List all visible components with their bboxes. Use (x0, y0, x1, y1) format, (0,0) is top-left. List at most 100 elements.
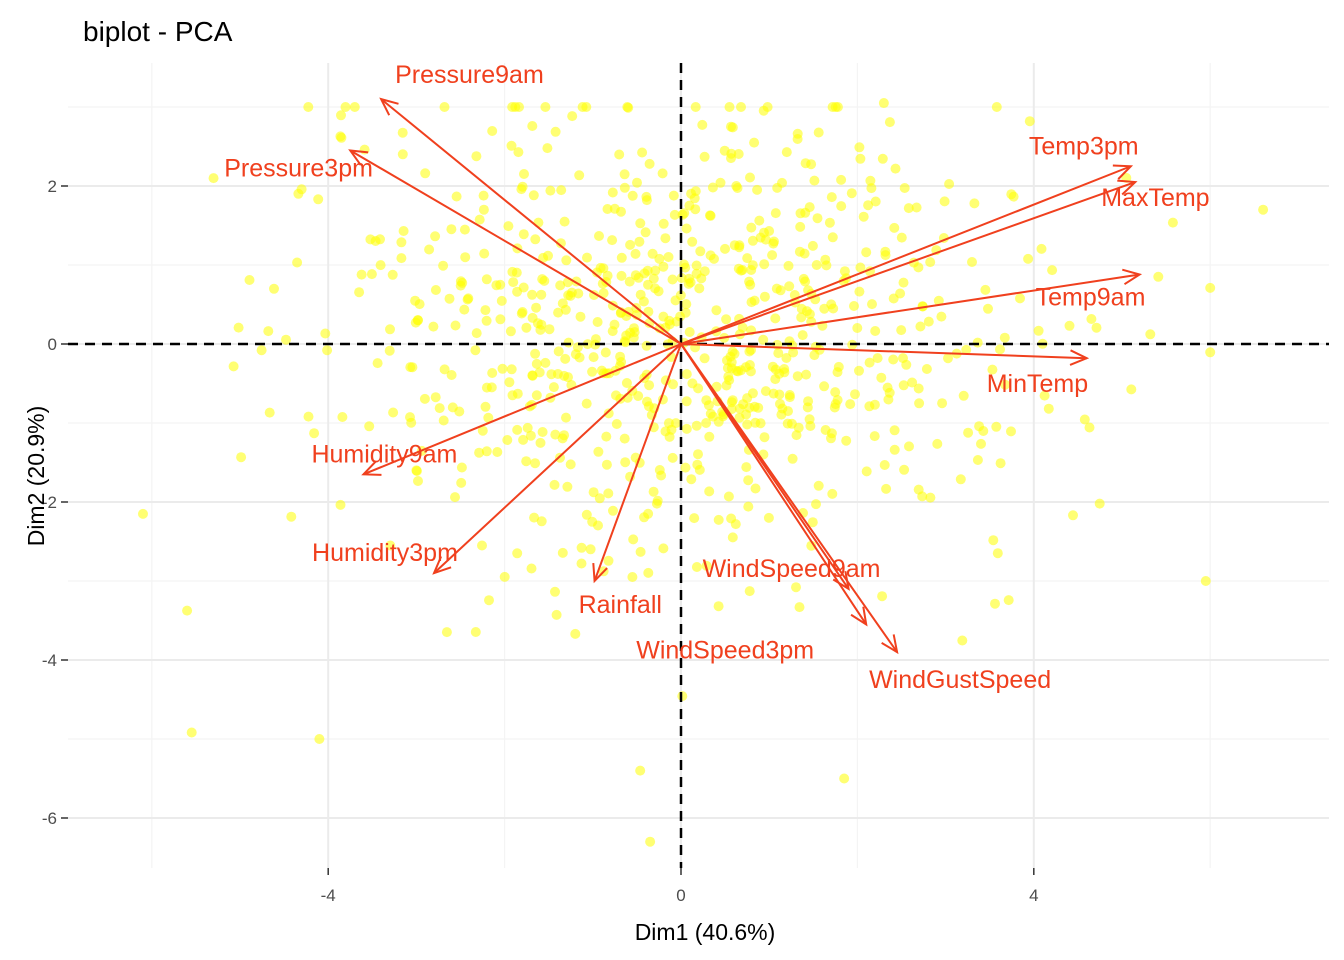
observation-point (1023, 253, 1034, 264)
observation-point (574, 170, 585, 181)
observation-point (641, 340, 652, 351)
observation-point (914, 398, 925, 409)
observation-point (527, 370, 538, 381)
observation-point (658, 543, 669, 554)
observation-point (643, 567, 654, 578)
observation-point (337, 412, 348, 422)
observation-point (1258, 204, 1269, 215)
observation-point (602, 270, 613, 281)
arrow-rainfall (593, 343, 682, 582)
observation-point (643, 279, 653, 290)
observation-point (762, 102, 773, 112)
observation-point (944, 179, 955, 189)
observation-point (794, 602, 805, 613)
observation-point (460, 252, 471, 263)
observation-point (480, 401, 491, 412)
arrow-maxtemp (680, 181, 1136, 345)
observation-point (1145, 329, 1156, 340)
arrowhead-mintemp (1069, 349, 1090, 366)
label-humidity9am: Humidity9am (311, 440, 457, 468)
observation-point (864, 401, 875, 412)
observation-point (555, 280, 566, 291)
arrowhead-maxtemp (1117, 179, 1138, 196)
observation-point (487, 368, 498, 378)
observation-point (667, 274, 678, 285)
observation-point (627, 385, 638, 396)
observation-point (413, 476, 423, 486)
observation-point (608, 505, 618, 516)
observation-point (668, 379, 678, 390)
observation-point (233, 322, 244, 333)
observation-point (576, 558, 587, 569)
observation-point (563, 372, 573, 383)
observation-point (303, 102, 314, 112)
observation-point (990, 598, 1000, 609)
observation-point (888, 354, 899, 365)
observation-point (1086, 314, 1097, 324)
observation-point (518, 229, 529, 240)
observation-point (723, 371, 734, 382)
label-pressure3pm: Pressure3pm (224, 154, 373, 182)
observation-point (681, 423, 692, 434)
label-mintemp: MinTemp (987, 370, 1088, 398)
arrow-temp3pm (680, 165, 1132, 345)
observation-point (537, 427, 548, 437)
observation-point (826, 299, 837, 310)
observation-point (681, 223, 692, 234)
observation-point (614, 149, 625, 160)
observation-point (1153, 271, 1164, 282)
observation-point (784, 392, 795, 403)
observation-point (566, 287, 577, 298)
observation-point (499, 571, 510, 582)
observation-point (690, 204, 701, 215)
observation-point (487, 126, 498, 136)
observation-point (396, 237, 407, 248)
observation-point (570, 628, 581, 639)
observation-point (872, 353, 883, 364)
observation-point (491, 280, 502, 291)
observation-point (658, 218, 669, 229)
observation-point (870, 326, 881, 336)
observation-point (530, 234, 541, 245)
observation-point (281, 334, 291, 345)
observation-point (553, 346, 564, 357)
observation-point (451, 191, 462, 202)
x-tick-label: 4 (1029, 886, 1038, 905)
observation-point (527, 289, 538, 300)
observation-point (474, 447, 485, 458)
observation-point (575, 311, 586, 322)
observation-point (685, 277, 696, 288)
observation-point (478, 190, 489, 201)
observation-point (483, 412, 494, 423)
observation-point (577, 102, 588, 112)
observation-point (293, 188, 304, 199)
observation-point (722, 363, 733, 373)
observation-point (639, 268, 650, 279)
label-temp9am: Temp9am (1036, 283, 1146, 311)
observation-point (543, 250, 553, 261)
observation-point (560, 353, 571, 364)
observation-point (1205, 347, 1216, 358)
observation-point (635, 765, 646, 776)
observation-point (527, 121, 538, 131)
observation-point (540, 357, 551, 368)
observation-point (819, 381, 830, 392)
arrowhead-windspeed3pm (850, 606, 868, 627)
observation-point (680, 262, 691, 273)
observation-point (1205, 282, 1216, 293)
observation-point (767, 250, 778, 261)
observation-point (1167, 217, 1178, 228)
observation-point (809, 350, 820, 361)
observation-point (619, 169, 630, 180)
label-rainfall: Rainfall (579, 591, 662, 619)
observation-point (504, 377, 515, 388)
observation-point (521, 456, 532, 467)
observation-point (1039, 390, 1050, 401)
observation-point (550, 429, 561, 440)
observation-point (632, 177, 642, 188)
observation-point (759, 259, 770, 270)
observation-point (653, 286, 664, 297)
observation-point (545, 185, 556, 196)
observation-point (563, 337, 574, 348)
observation-point (867, 299, 877, 310)
